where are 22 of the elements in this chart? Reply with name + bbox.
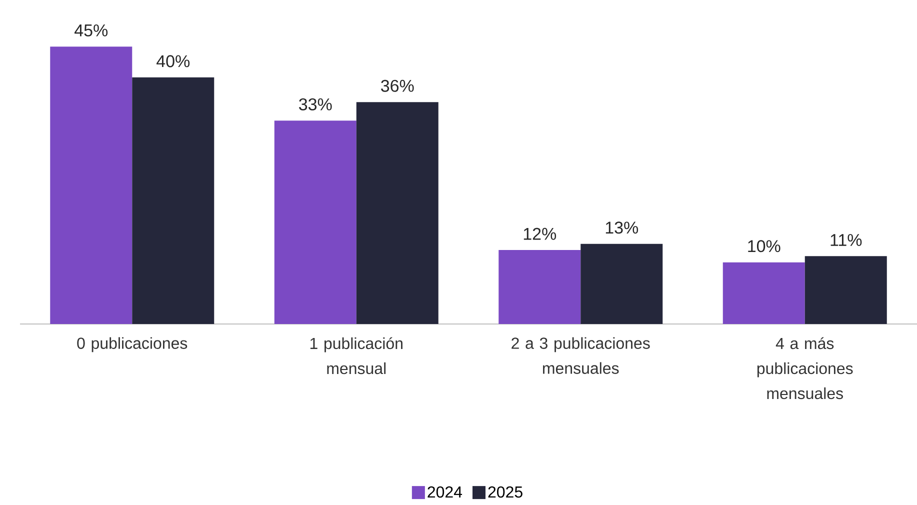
data-label: 45% bbox=[74, 24, 108, 36]
data-label: 13% bbox=[606, 222, 638, 234]
x-tick-label: 2 a 3 publicaciones mensuales bbox=[512, 337, 650, 374]
bar bbox=[580, 244, 663, 324]
x-tick-label: 4 a más publicaciones mensuales bbox=[757, 337, 853, 400]
bar bbox=[132, 77, 214, 324]
bar bbox=[356, 102, 438, 324]
legend-label: 2025 bbox=[488, 486, 522, 498]
bar bbox=[498, 250, 581, 324]
data-label: 36% bbox=[381, 80, 414, 92]
bar bbox=[722, 262, 805, 324]
data-label: 12% bbox=[524, 228, 556, 240]
legend-label: 2024 bbox=[428, 486, 462, 498]
data-label: 10% bbox=[748, 240, 780, 252]
x-tick-label: 0 publicaciones bbox=[77, 337, 188, 352]
x-tick-label: 1 publicación mensual bbox=[310, 337, 402, 374]
data-label: 11% bbox=[830, 234, 862, 246]
data-label: 33% bbox=[299, 98, 332, 110]
bar bbox=[50, 46, 132, 324]
bar bbox=[804, 256, 887, 324]
bar bbox=[274, 120, 356, 324]
data-label: 40% bbox=[156, 55, 190, 68]
